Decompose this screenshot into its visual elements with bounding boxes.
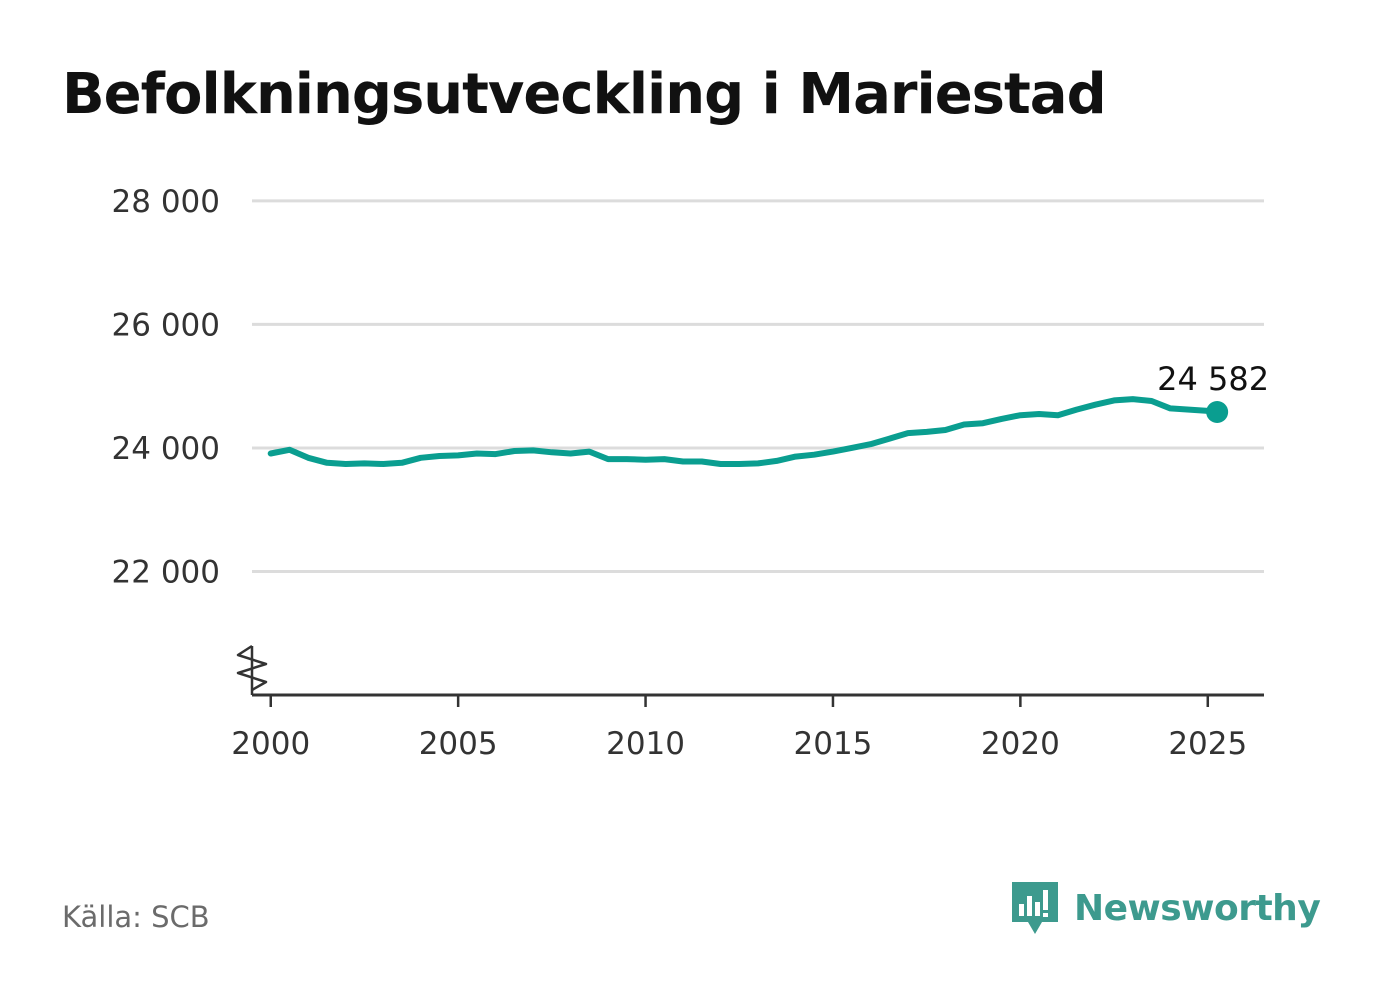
y-tick-label: 22 000 [112, 554, 220, 590]
x-tick-label: 2025 [1168, 726, 1247, 762]
x-axis: 2000 2005 2010 2015 2020 2025 [231, 644, 1264, 762]
newsworthy-logo-icon [1012, 882, 1058, 934]
gridlines [252, 199, 1264, 573]
x-tick-label: 2000 [231, 726, 310, 762]
series-line [267, 396, 1221, 467]
y-axis-tick-labels: 22 000 24 000 26 000 28 000 [112, 184, 220, 591]
chart-title: Befolkningsutveckling i Mariestad [62, 62, 1107, 127]
x-tick-label: 2005 [419, 726, 498, 762]
end-point-marker [1206, 400, 1229, 423]
newsworthy-logo[interactable]: Newsworthy [1010, 878, 1321, 938]
y-tick-label: 26 000 [112, 307, 220, 343]
end-value-label: 24 582 [1157, 360, 1269, 398]
y-tick-label: 24 000 [112, 431, 220, 467]
x-tick-label: 2010 [606, 726, 685, 762]
source-note: Källa: SCB [62, 900, 210, 934]
axis-break-zigzag [236, 644, 268, 692]
x-tick-label: 2020 [981, 726, 1060, 762]
y-tick-label: 28 000 [112, 184, 220, 220]
end-label-layer: 24 582 [1157, 360, 1269, 398]
x-tick-label: 2015 [794, 726, 873, 762]
series-layer [267, 396, 1229, 467]
brand-name: Newsworthy [1074, 887, 1321, 929]
